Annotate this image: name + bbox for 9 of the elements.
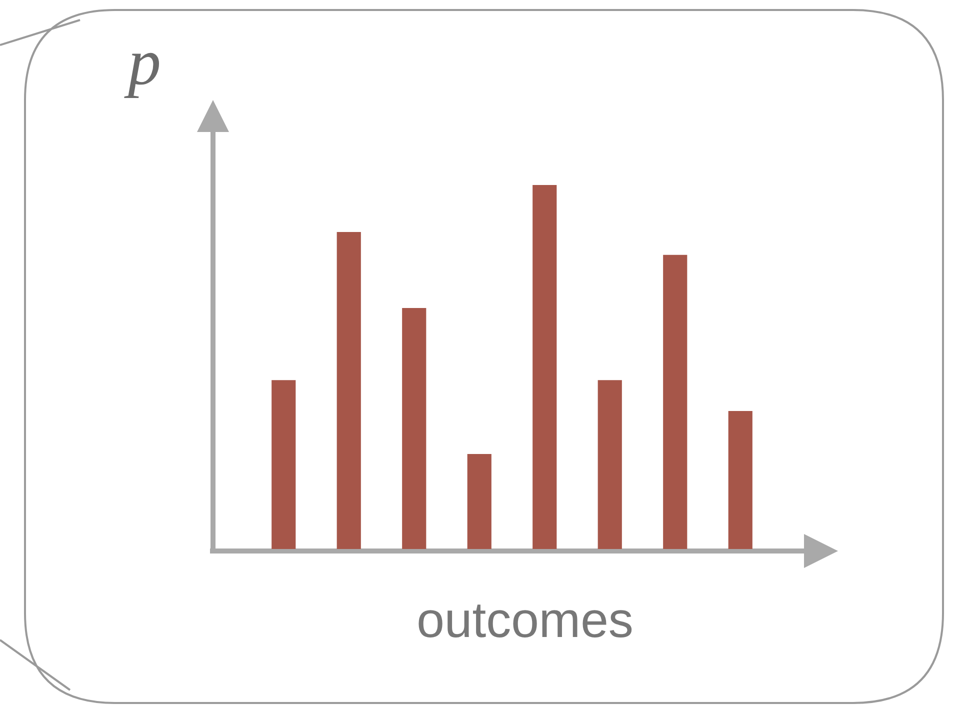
x-axis-title: outcomes [416, 592, 634, 648]
bar [532, 185, 557, 549]
bar [402, 308, 426, 549]
bar [467, 454, 492, 549]
bar [272, 380, 296, 549]
bar [336, 232, 361, 549]
bar [728, 411, 752, 549]
bar [598, 380, 622, 549]
bar [663, 254, 688, 549]
